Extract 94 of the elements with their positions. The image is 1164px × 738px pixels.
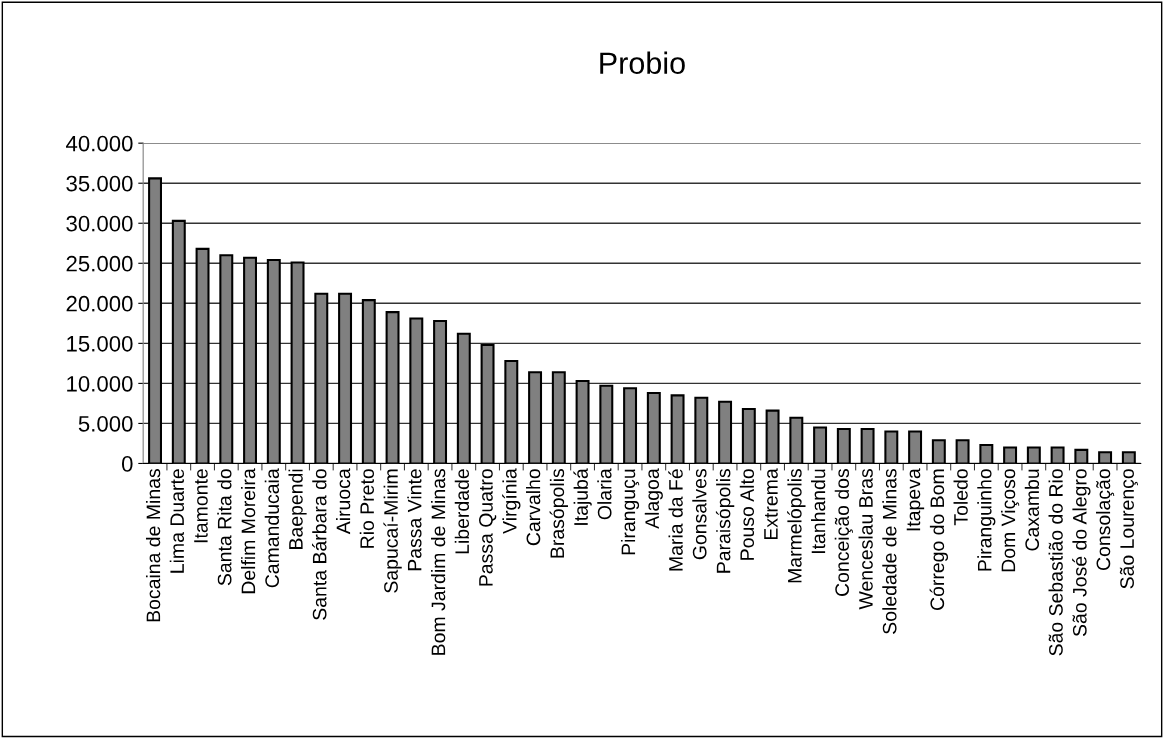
bar: [575, 379, 590, 464]
bar: [741, 407, 756, 464]
bar: [646, 391, 661, 464]
x-tick-label: Soledade de Minas: [882, 469, 897, 634]
bar: [623, 387, 638, 464]
x-tick-label: Extrema: [764, 468, 778, 540]
x-tick-label: Toledo: [953, 469, 968, 526]
bar: [219, 254, 234, 464]
y-tick-label: 15.000: [67, 335, 133, 352]
bar: [171, 219, 186, 464]
y-tick-label: 10.000: [67, 375, 133, 392]
x-tick-label: Maria da Fé: [668, 469, 683, 571]
x-tick-label: Bom Jardim de Minas: [431, 469, 446, 655]
x-tick-label: Wenceslau Bras: [858, 469, 873, 610]
x-tick-label: Marmelópolis: [787, 469, 806, 583]
bar: [1098, 451, 1113, 464]
x-tick-label: Santa Bárbara do: [312, 469, 327, 620]
x-tick-label: São Sebastião do Rio: [1048, 469, 1063, 656]
bar: [670, 394, 685, 464]
x-tick-label: Santa Rita do: [217, 469, 232, 586]
bar: [195, 247, 210, 464]
x-tick-label: Airuoca: [335, 468, 351, 535]
x-tick-label: Passa Vinte: [407, 469, 422, 571]
x-tick-label: Consolação: [1095, 469, 1115, 571]
y-tick-label: 30.000: [66, 215, 133, 232]
x-tick-label: Rio Preto: [359, 469, 375, 548]
bar: [1026, 446, 1041, 464]
bar: [456, 332, 471, 464]
x-tick-label: Itapeva: [906, 468, 925, 531]
x-tick-label: Pouso Alto: [739, 469, 755, 560]
x-tick-label: Paraisópolis: [715, 469, 735, 573]
x-tick-label: Carvalho: [526, 469, 541, 546]
bar: [361, 299, 376, 464]
y-tick-label: 35.000: [66, 175, 133, 192]
bar: [765, 409, 780, 464]
x-tick-label: Camanducaia: [264, 468, 280, 588]
x-tick-label: Olaria: [597, 468, 612, 520]
bar: [884, 430, 899, 464]
bar: [860, 427, 875, 464]
x-tick-label: Delfim Moreira: [240, 468, 256, 594]
x-tick-label: Passa Quatro: [479, 469, 497, 586]
x-tick-label: Lima Duarte: [169, 469, 185, 573]
bar: [955, 439, 970, 464]
x-tick-label: Piranguçu: [620, 469, 640, 555]
bar: [599, 384, 614, 464]
bar: [504, 359, 519, 464]
bar: [243, 256, 258, 464]
bar: [979, 444, 994, 464]
bar: [266, 259, 281, 464]
x-tick-label: São José do Alegro: [1072, 469, 1091, 637]
x-tick-label: Sapucaí-Mirim: [383, 469, 402, 593]
bar: [290, 261, 305, 464]
y-tick-label: 5.000: [78, 415, 133, 432]
bar: [931, 439, 946, 464]
x-tick-label: Caxambu: [1024, 469, 1040, 551]
x-tick-label: Dom Viçoso: [1000, 469, 1020, 572]
bar: [385, 311, 400, 464]
bar: [694, 396, 709, 464]
x-tick-label: Gonsalves: [692, 469, 707, 560]
bar: [314, 292, 329, 464]
x-tick-label: Virgínia: [502, 468, 521, 534]
bar: [1074, 448, 1089, 464]
bar: [409, 317, 424, 464]
x-tick-label: Alagoa: [644, 468, 663, 529]
chart-title: Probio: [600, 51, 685, 75]
bar: [1121, 451, 1136, 464]
x-tick-label: Itamonte: [194, 469, 208, 543]
x-tick-label: Piranguinho: [977, 469, 996, 571]
x-tick-label: Conceição dos: [834, 469, 853, 596]
bar: [813, 426, 828, 464]
x-tick-label: Baependi: [288, 469, 307, 549]
bar: [480, 343, 495, 464]
x-tick-label: Itajubá: [573, 468, 592, 525]
bar: [528, 371, 543, 464]
x-tick-label: Bocaina de Minas: [145, 469, 161, 622]
bar: [551, 371, 566, 464]
y-tick-label: 25.000: [66, 255, 133, 272]
y-tick-label: 20.000: [66, 295, 133, 312]
bar: [1003, 446, 1018, 464]
bar: [148, 177, 163, 464]
x-tick-label: Itanhandu: [811, 469, 826, 554]
bar: [908, 430, 923, 464]
bar: [338, 292, 353, 464]
bar: [789, 416, 804, 464]
bar: [836, 427, 851, 464]
bar: [1050, 446, 1065, 464]
bar: [433, 319, 448, 464]
x-tick-label: Brasópolis: [549, 469, 568, 558]
x-tick-label: Liberdade: [454, 469, 470, 554]
y-tick-label: 40.000: [66, 135, 133, 152]
y-tick-label: 0: [121, 456, 133, 472]
x-tick-label: Córrego do Bom: [929, 469, 949, 610]
x-tick-label: São Lourenço: [1119, 469, 1138, 589]
bar: [718, 400, 733, 464]
